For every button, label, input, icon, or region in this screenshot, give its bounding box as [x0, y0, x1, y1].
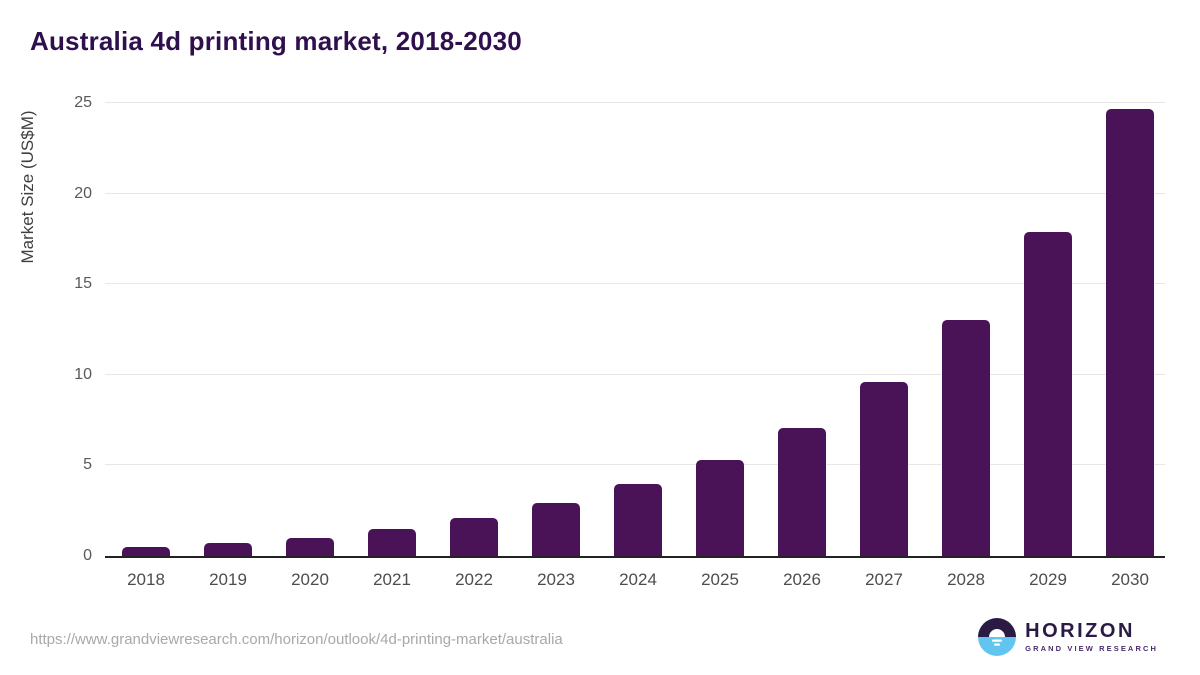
- bar-2026: [778, 428, 826, 556]
- x-tick-label-2024: 2024: [619, 570, 657, 589]
- y-tick-label-25: 25: [74, 94, 92, 111]
- x-tick-label-2026: 2026: [783, 570, 821, 589]
- bar-2029: [1024, 231, 1072, 556]
- brand-logo-text: HORIZON GRAND VIEW RESEARCH: [1025, 620, 1158, 654]
- bar-2024: [614, 484, 662, 556]
- gridline-y15: [105, 283, 1165, 285]
- plot-area: 0 5 10 15 20 25 2018 2019 2020 2021 2022 2023 2024 20…: [74, 94, 1165, 589]
- chart-title: Australia 4d printing market, 2018-2030: [30, 26, 522, 56]
- x-tick-label-2029: 2029: [1029, 570, 1067, 589]
- bar-2025: [696, 459, 744, 556]
- bar-2019: [204, 543, 252, 556]
- x-tick-label-2028: 2028: [947, 570, 985, 589]
- brand-name: HORIZON: [1025, 620, 1135, 642]
- x-tick-label-2021: 2021: [373, 570, 411, 589]
- x-tick-label-2019: 2019: [209, 570, 247, 589]
- y-tick-label-20: 20: [74, 184, 92, 202]
- bar-2018: [122, 546, 170, 556]
- bar-2020: [286, 537, 334, 556]
- bar-2023: [532, 502, 580, 556]
- bar-2028: [942, 320, 990, 556]
- x-tick-label-2027: 2027: [865, 570, 903, 589]
- source-url: https://www.grandviewresearch.com/horizo…: [30, 631, 563, 648]
- sunset-circle-icon: [978, 618, 1017, 656]
- x-tick-label-2023: 2023: [537, 570, 575, 589]
- gridline-y5: [105, 464, 1165, 466]
- bar-2027: [860, 382, 908, 556]
- gridline-y25: [105, 102, 1165, 103]
- gridline-y10: [105, 373, 1165, 375]
- y-tick-label-10: 10: [74, 365, 92, 383]
- x-tick-label-2022: 2022: [455, 570, 493, 589]
- bar-2022: [450, 517, 498, 556]
- x-tick-label-2020: 2020: [291, 570, 329, 589]
- x-tick-label-2025: 2025: [701, 570, 739, 589]
- gridline-y20: [105, 192, 1165, 194]
- y-tick-label-15: 15: [74, 275, 92, 293]
- bar-2021: [368, 528, 416, 556]
- brand-subtitle: GRAND VIEW RESEARCH: [1025, 644, 1158, 653]
- y-axis-title: Market Size (US$M): [18, 110, 37, 264]
- brand-logo: HORIZON GRAND VIEW RESEARCH: [978, 618, 1158, 656]
- y-tick-label-5: 5: [83, 456, 92, 474]
- x-tick-label-2030: 2030: [1111, 570, 1149, 589]
- bar-2030: [1106, 109, 1154, 556]
- x-tick-label-2018: 2018: [127, 570, 165, 589]
- y-tick-label-0: 0: [83, 547, 92, 564]
